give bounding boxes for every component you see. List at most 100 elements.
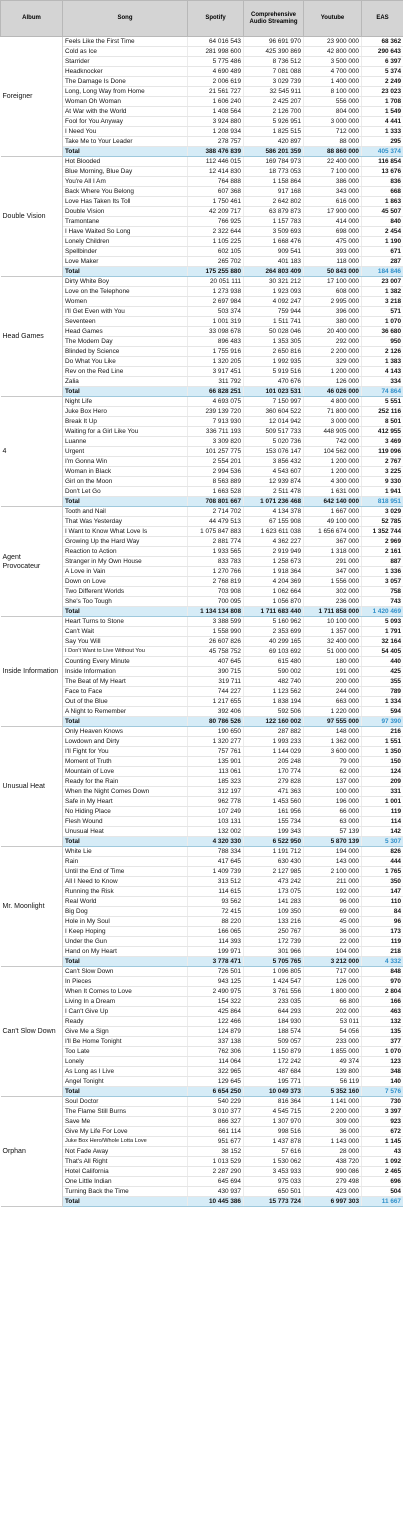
table-row: Give My Life For Love 661 114 998 516 36 00… xyxy=(1,1126,403,1137)
table-row: The Damage Is Done 2 006 619 3 029 739 1 40… xyxy=(1,76,403,87)
song-cell: Until the End of Time xyxy=(62,866,188,877)
table-row: Save Me 866 327 1 307 970 309 000 923 xyxy=(1,1116,403,1127)
youtube-cell: 1 855 000 xyxy=(303,1046,362,1057)
song-cell: Starrider xyxy=(62,56,188,67)
table-row: Cold as Ice 281 998 600 425 390 869 42 800 … xyxy=(1,46,403,57)
cas-cell: 2 511 478 xyxy=(243,486,304,497)
song-cell: Long, Long Way from Home xyxy=(62,86,188,97)
youtube-cell: 71 800 000 xyxy=(303,406,362,417)
table-row: Say You Will 26 607 826 40 299 165 32 400 0… xyxy=(1,636,403,647)
total-youtube-cell: 6 997 303 xyxy=(303,1196,362,1207)
song-cell: Counting Every Minute xyxy=(62,656,188,667)
total-youtube-cell: 642 140 000 xyxy=(303,496,362,507)
youtube-cell: 4 700 000 xyxy=(303,66,362,77)
song-cell: Tooth and Nail xyxy=(62,506,188,517)
song-cell: You're All I Am xyxy=(62,176,188,187)
table-row: Moment of Truth 135 901 205 248 79 000 150 xyxy=(1,756,403,767)
total-spotify-cell: 388 476 839 xyxy=(187,146,244,157)
total-song-cell: Total xyxy=(62,606,188,617)
song-cell: Say You Will xyxy=(62,636,188,647)
spotify-cell: 417 645 xyxy=(187,856,244,867)
eas-cell: 3 218 xyxy=(361,296,403,307)
song-cell: Give My Life For Love xyxy=(62,1126,188,1137)
youtube-cell: 22 400 000 xyxy=(303,156,362,167)
song-cell: I'll Get Even with You xyxy=(62,306,188,317)
total-youtube-cell: 1 711 858 000 xyxy=(303,606,362,617)
eas-cell: 124 xyxy=(361,766,403,777)
header-spotify[interactable]: Spotify xyxy=(187,0,244,37)
table-row: The Modern Day 896 483 1 353 305 292 000 950 xyxy=(1,336,403,347)
cas-cell: 650 501 xyxy=(243,1186,304,1197)
eas-cell: 758 xyxy=(361,586,403,597)
song-cell: I Need You xyxy=(62,126,188,137)
youtube-cell: 302 000 xyxy=(303,586,362,597)
cas-cell: 161 956 xyxy=(243,806,304,817)
song-cell: When the Night Comes Down xyxy=(62,786,188,797)
eas-cell: 1 551 xyxy=(361,736,403,747)
song-cell: Cold as Ice xyxy=(62,46,188,57)
cas-cell: 301 966 xyxy=(243,946,304,957)
youtube-cell: 2 995 000 xyxy=(303,296,362,307)
spotify-cell: 199 971 xyxy=(187,946,244,957)
table-row: When It Comes to Love 2 490 975 3 761 556 1… xyxy=(1,986,403,997)
youtube-cell: 10 100 000 xyxy=(303,616,362,627)
spotify-cell: 88 220 xyxy=(187,916,244,927)
table-row: Lowdown and Dirty 1 320 277 1 993 233 1 362… xyxy=(1,736,403,747)
header-album[interactable]: Album xyxy=(0,0,63,37)
eas-cell: 1 352 744 xyxy=(361,526,403,537)
song-cell: Headknocker xyxy=(62,66,188,77)
eas-cell: 1 145 xyxy=(361,1136,403,1147)
table-row: Head Games 33 098 678 50 028 046 20 400 000… xyxy=(1,326,403,337)
cas-cell: 420 897 xyxy=(243,136,304,147)
header-youtube[interactable]: Youtube xyxy=(303,0,362,37)
cas-cell: 4 204 369 xyxy=(243,576,304,587)
youtube-cell: 663 000 xyxy=(303,696,362,707)
spotify-cell: 154 322 xyxy=(187,996,244,1007)
song-cell: That Was Yesterday xyxy=(62,516,188,527)
eas-cell: 8 501 xyxy=(361,416,403,427)
table-row: Blue Morning, Blue Day 12 414 830 18 773 0… xyxy=(1,166,403,177)
spotify-cell: 114 064 xyxy=(187,1056,244,1067)
spotify-cell: 788 334 xyxy=(187,846,244,857)
cas-cell: 998 516 xyxy=(243,1126,304,1137)
eas-cell: 1 765 xyxy=(361,866,403,877)
youtube-cell: 1 400 000 xyxy=(303,76,362,87)
youtube-cell: 126 000 xyxy=(303,976,362,987)
song-cell: Reaction to Action xyxy=(62,546,188,557)
youtube-cell: 143 000 xyxy=(303,856,362,867)
header-cas[interactable]: Comprehensive Audio Streaming xyxy=(243,0,304,37)
eas-cell: 1 190 xyxy=(361,236,403,247)
youtube-cell: 66 000 xyxy=(303,806,362,817)
cas-cell: 1 191 712 xyxy=(243,846,304,857)
total-youtube-cell: 5 352 160 xyxy=(303,1086,362,1097)
youtube-cell: 1 357 000 xyxy=(303,626,362,637)
song-cell: Double Vision xyxy=(62,206,188,217)
eas-cell: 295 xyxy=(361,136,403,147)
song-cell: Moment of Truth xyxy=(62,756,188,767)
total-cas-cell: 264 803 409 xyxy=(243,266,304,277)
spotify-cell: 166 065 xyxy=(187,926,244,937)
cas-cell: 141 283 xyxy=(243,896,304,907)
cas-cell: 2 919 949 xyxy=(243,546,304,557)
song-cell: Love Maker xyxy=(62,256,188,267)
eas-cell: 1 070 xyxy=(361,1046,403,1057)
header-eas[interactable]: EAS xyxy=(361,0,403,37)
header-song[interactable]: Song xyxy=(62,0,188,37)
eas-cell: 150 xyxy=(361,756,403,767)
spotify-cell: 21 561 727 xyxy=(187,86,244,97)
table-row: Hotel California 2 287 290 3 453 933 990 08… xyxy=(1,1166,403,1177)
song-cell: I Don't Want to Live Without You xyxy=(62,646,188,657)
total-eas-cell: 405 374 xyxy=(361,146,403,157)
eas-cell: 696 xyxy=(361,1176,403,1187)
youtube-cell: 126 000 xyxy=(303,376,362,387)
spotify-cell: 540 229 xyxy=(187,1096,244,1107)
eas-cell: 412 955 xyxy=(361,426,403,437)
spotify-cell: 2 322 644 xyxy=(187,226,244,237)
eas-cell: 209 xyxy=(361,776,403,787)
youtube-cell: 712 000 xyxy=(303,126,362,137)
song-cell: A Love in Vain xyxy=(62,566,188,577)
cas-cell: 3 029 739 xyxy=(243,76,304,87)
spotify-cell: 866 327 xyxy=(187,1116,244,1127)
song-cell: Seventeen xyxy=(62,316,188,327)
eas-cell: 671 xyxy=(361,246,403,257)
